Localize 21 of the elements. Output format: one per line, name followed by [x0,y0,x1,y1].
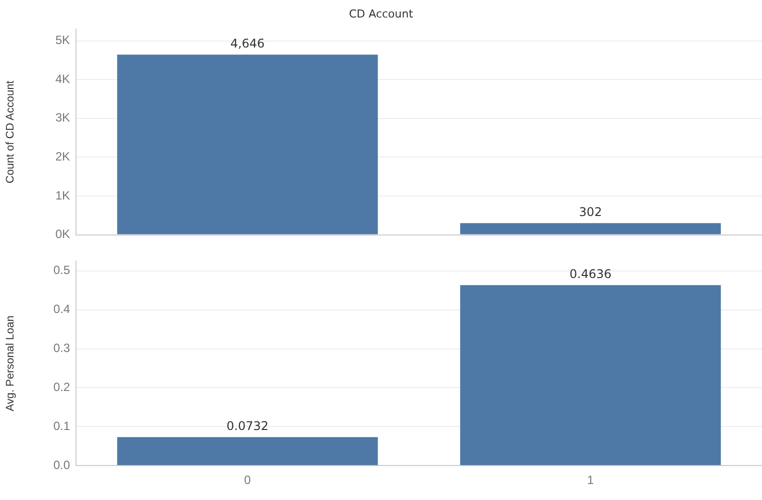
y-tick-label: 0.5 [53,263,70,278]
y-tick-label: 2K [55,150,70,164]
y-tick-label: 0.3 [53,341,70,356]
data-label: 0.0732 [226,419,268,434]
y-tick-label: 0.0 [53,458,70,472]
y-axis-title: Avg. Personal Loan [4,315,17,412]
y-tick-label: 0K [55,227,70,242]
y-tick-label: 1K [55,188,70,202]
y-tick-label: 0.2 [53,380,70,394]
x-tick-label: 0 [244,473,252,488]
y-tick-label: 5K [55,33,70,48]
x-tick-label: 1 [587,473,594,488]
y-tick-label: 4K [55,72,70,86]
data-label: 302 [579,205,602,220]
data-label: 4,646 [230,36,265,51]
y-tick-label: 0.1 [53,418,70,433]
y-tick-label: 0.4 [53,302,70,316]
y-axis-title: Count of CD Account [4,80,17,184]
chart-title: CD Account [348,7,414,20]
y-tick-label: 3K [55,110,70,125]
data-label: 0.4636 [570,267,612,282]
